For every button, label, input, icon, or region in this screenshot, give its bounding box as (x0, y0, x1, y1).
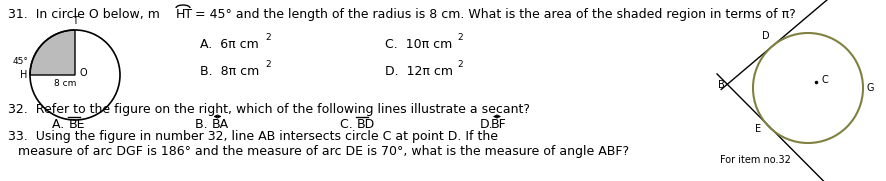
Text: D.: D. (480, 118, 494, 131)
Text: B.: B. (195, 118, 212, 131)
Text: T: T (72, 16, 78, 26)
Text: 2: 2 (265, 60, 270, 69)
Text: 45°: 45° (12, 56, 28, 66)
Text: 31.  In circle O below, m: 31. In circle O below, m (8, 8, 159, 21)
Text: = 45° and the length of the radius is 8 cm. What is the area of the shaded regio: = 45° and the length of the radius is 8 … (191, 8, 796, 21)
Text: BD: BD (356, 118, 375, 131)
Text: C.  10π cm: C. 10π cm (385, 38, 452, 51)
Text: HT: HT (176, 8, 193, 21)
Text: D: D (761, 31, 769, 41)
Text: D.  12π cm: D. 12π cm (385, 65, 453, 78)
Text: 32.  Refer to the figure on the right, which of the following lines illustrate a: 32. Refer to the figure on the right, wh… (8, 103, 530, 116)
Text: BF: BF (491, 118, 507, 131)
Text: C.: C. (340, 118, 357, 131)
Text: 33.  Using the figure in number 32, line AB intersects circle C at point D. If t: 33. Using the figure in number 32, line … (8, 130, 498, 143)
Text: 2: 2 (265, 33, 270, 42)
Text: BA: BA (212, 118, 229, 131)
Text: measure of arc DGF is 186° and the measure of arc DE is 70°, what is the measure: measure of arc DGF is 186° and the measu… (18, 145, 629, 158)
Text: 2: 2 (457, 33, 462, 42)
Text: 2: 2 (457, 60, 462, 69)
Text: E: E (755, 124, 761, 134)
Text: B.  8π cm: B. 8π cm (200, 65, 260, 78)
Text: C: C (822, 75, 828, 85)
Text: BE: BE (68, 118, 85, 131)
Text: A.  6π cm: A. 6π cm (200, 38, 259, 51)
Text: For item no.32: For item no.32 (720, 155, 791, 165)
Text: H: H (19, 70, 27, 80)
Text: O: O (80, 68, 88, 78)
Text: A.: A. (52, 118, 68, 131)
Text: B: B (719, 80, 725, 90)
Text: 8 cm: 8 cm (54, 79, 76, 87)
Text: G: G (867, 83, 874, 93)
Wedge shape (30, 30, 75, 75)
